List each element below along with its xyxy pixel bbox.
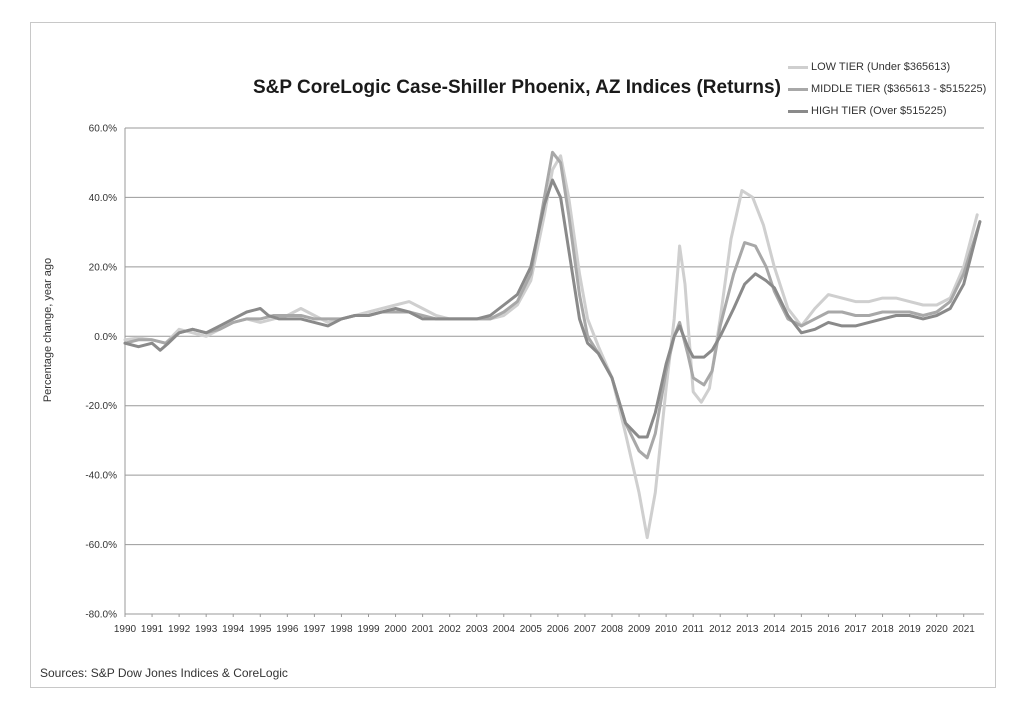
x-tick-label: 2002 [439,624,462,635]
legend: LOW TIER (Under $365613) MIDDLE TIER ($3… [788,56,986,122]
x-tick-label: 2018 [871,624,894,635]
x-tick-label: 2016 [817,624,840,635]
x-tick-label: 1998 [330,624,353,635]
x-tick-label: 2012 [709,624,732,635]
legend-item-high-tier: HIGH TIER (Over $515225) [788,100,986,122]
x-tick-label: 2013 [736,624,759,635]
y-tick-label: 0.0% [94,332,117,343]
y-tick-label: 60.0% [89,124,117,135]
x-tick-label: 2004 [493,624,516,635]
x-tick-label: 2009 [628,624,651,635]
x-tick-label: 1992 [168,624,191,635]
legend-swatch-high-tier [788,109,808,113]
legend-label-middle-tier: MIDDLE TIER ($365613 - $515225) [811,83,987,95]
x-tick-label: 2011 [682,624,704,635]
x-tick-label: 1993 [195,624,218,635]
y-tick-label: -20.0% [85,401,117,412]
x-tick-label: 2005 [520,624,543,635]
legend-swatch-low-tier [788,65,808,69]
x-tick-label: 1990 [114,624,137,635]
x-tick-label: 2008 [601,624,624,635]
x-tick-label: 1994 [222,624,245,635]
x-tick-label: 2015 [790,624,813,635]
source-note: Sources: S&P Dow Jones Indices & CoreLog… [40,666,288,680]
series-line-high-tier [123,178,982,439]
legend-item-low-tier: LOW TIER (Under $365613) [788,56,986,78]
x-tick-label: 2014 [763,624,786,635]
y-tick-label: -80.0% [85,610,117,621]
x-tick-label: 2010 [655,624,678,635]
x-tick-label: 2007 [574,624,597,635]
x-tick-label: 2020 [926,624,949,635]
legend-swatch-middle-tier [788,87,808,91]
legend-item-middle-tier: MIDDLE TIER ($365613 - $515225) [788,78,986,100]
x-tick-label: 1991 [141,624,164,635]
series-line-low-tier [123,154,979,540]
y-tick-label: -60.0% [85,540,117,551]
y-tick-label: -40.0% [85,471,117,482]
x-tick-label: 2021 [953,624,976,635]
series-line-middle-tier [123,150,982,460]
y-tick-label: 20.0% [89,262,117,273]
x-tick-label: 1997 [303,624,326,635]
x-tick-label: 1995 [249,624,272,635]
y-tick-label: 40.0% [89,193,117,204]
chart-title: S&P CoreLogic Case-Shiller Phoenix, AZ I… [253,77,781,98]
x-tick-label: 2001 [411,624,434,635]
x-tick-label: 1999 [357,624,380,635]
x-tick-label: 2000 [384,624,407,635]
x-tick-label: 1996 [276,624,299,635]
legend-label-low-tier: LOW TIER (Under $365613) [811,61,951,73]
chart-frame [30,22,996,688]
x-tick-label: 2003 [466,624,489,635]
x-tick-label: 2006 [547,624,570,635]
legend-label-high-tier: HIGH TIER (Over $515225) [811,105,947,117]
x-tick-label: 2017 [844,624,867,635]
x-tick-label: 2019 [898,624,921,635]
